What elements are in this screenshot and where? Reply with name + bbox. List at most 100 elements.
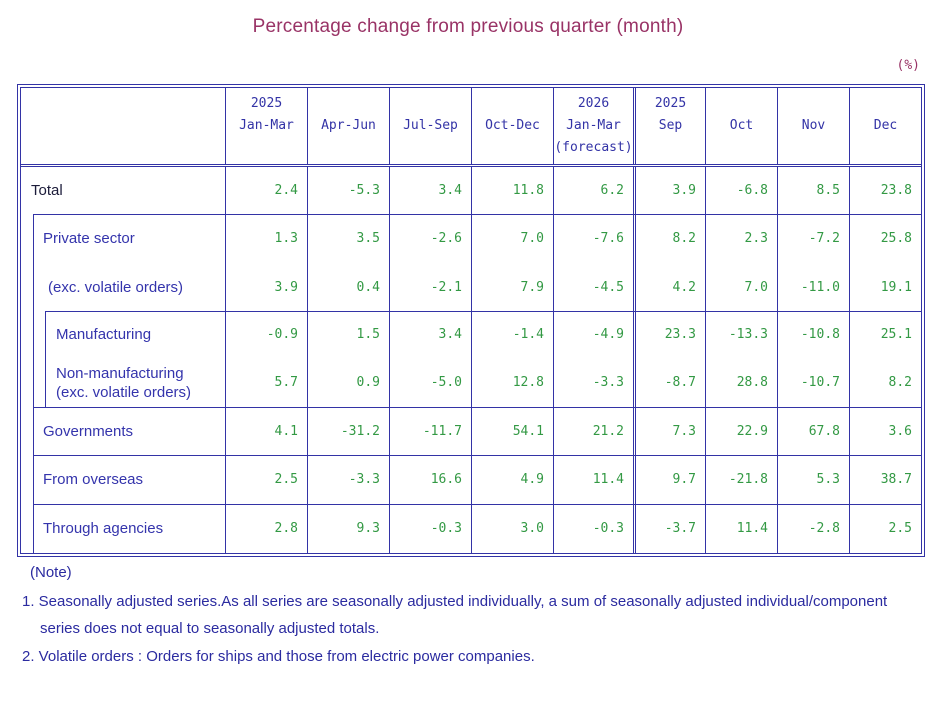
value-cell: -2.1: [389, 263, 471, 311]
value-cell: 8.2: [633, 214, 705, 263]
value-cell: 8.5: [777, 167, 849, 214]
value-cell: 38.7: [849, 455, 921, 504]
value-cell: 25.1: [849, 311, 921, 358]
notes-section: (Note) 1. Seasonally adjusted series.As …: [22, 564, 900, 670]
value-cell: 54.1: [471, 407, 553, 455]
row-label: Manufacturing: [56, 326, 152, 343]
value-cell: 3.5: [307, 214, 389, 263]
value-cell: 28.8: [705, 358, 777, 407]
header-cell-blank: [21, 88, 225, 164]
header-cell-q5-forecast: 2026 Jan-Mar (forecast): [553, 88, 633, 164]
header-period: Apr-Jun: [321, 118, 376, 133]
row-label: From overseas: [43, 471, 144, 488]
value-cell: -6.8: [705, 167, 777, 214]
value-cell: 0.9: [307, 358, 389, 407]
header-cell-q1: 2025 Jan-Mar: [225, 88, 307, 164]
value-cell: 2.4: [225, 167, 307, 214]
header-cell-q4: Oct-Dec: [471, 88, 553, 164]
header-period: Jan-Mar: [239, 118, 294, 133]
notes-heading: (Note): [30, 564, 72, 581]
value-cell: -7.2: [777, 214, 849, 263]
indent-box-line: [45, 311, 46, 407]
value-cell: 2.5: [849, 504, 921, 553]
unit-label: (%): [896, 58, 920, 73]
value-cell: 4.1: [225, 407, 307, 455]
table-body: Total 2.4 -5.3 3.4 11.8 6.2 3.9 -6.8 8.5…: [21, 167, 921, 553]
header-cell-sep: 2025 Sep: [633, 88, 705, 164]
header-period: Nov: [801, 118, 826, 133]
value-cell: 4.9: [471, 455, 553, 504]
value-cell: 25.8: [849, 214, 921, 263]
value-cell: 4.2: [633, 263, 705, 311]
value-cell: 7.9: [471, 263, 553, 311]
value-cell: -1.4: [471, 311, 553, 358]
value-cell: 5.7: [225, 358, 307, 407]
value-cell: -11.0: [777, 263, 849, 311]
header-year: 2025: [250, 96, 283, 111]
value-cell: 67.8: [777, 407, 849, 455]
value-cell: 11.4: [553, 455, 633, 504]
value-cell: 3.9: [225, 263, 307, 311]
value-cell: -4.5: [553, 263, 633, 311]
value-cell: -7.6: [553, 214, 633, 263]
header-cell-q3: Jul-Sep: [389, 88, 471, 164]
value-cell: 3.4: [389, 167, 471, 214]
value-cell: -2.8: [777, 504, 849, 553]
value-cell: 0.4: [307, 263, 389, 311]
value-cell: 9.7: [633, 455, 705, 504]
value-cell: 22.9: [705, 407, 777, 455]
value-cell: 21.2: [553, 407, 633, 455]
value-cell: -11.7: [389, 407, 471, 455]
value-cell: 11.8: [471, 167, 553, 214]
header-cell-oct: Oct: [705, 88, 777, 164]
table-row-private-exc-volatile: (exc. volatile orders) 3.9 0.4 -2.1 7.9 …: [21, 263, 921, 311]
value-cell: 2.5: [225, 455, 307, 504]
header-period: Jan-Mar: [566, 118, 621, 133]
value-cell: 8.2: [849, 358, 921, 407]
table-row-through-agencies: Through agencies 2.8 9.3 -0.3 3.0 -0.3 -…: [21, 504, 921, 553]
value-cell: -4.9: [553, 311, 633, 358]
indent-box-line: [33, 214, 34, 553]
note-item-1: 1. Seasonally adjusted series.As all ser…: [22, 593, 888, 638]
table-row-private-sector: Private sector 1.3 3.5 -2.6 7.0 -7.6 8.2…: [21, 214, 921, 263]
value-cell: -8.7: [633, 358, 705, 407]
value-cell: 5.3: [777, 455, 849, 504]
value-cell: 7.0: [471, 214, 553, 263]
header-period: Jul-Sep: [403, 118, 458, 133]
value-cell: -10.8: [777, 311, 849, 358]
header-period: Dec: [873, 118, 898, 133]
table-row-manufacturing: Manufacturing -0.9 1.5 3.4 -1.4 -4.9 23.…: [21, 311, 921, 358]
value-cell: -21.8: [705, 455, 777, 504]
value-cell: -0.9: [225, 311, 307, 358]
header-year: 2025: [654, 96, 687, 111]
value-cell: 6.2: [553, 167, 633, 214]
value-cell: -5.3: [307, 167, 389, 214]
table-row-from-overseas: From overseas 2.5 -3.3 16.6 4.9 11.4 9.7…: [21, 455, 921, 504]
value-cell: 7.3: [633, 407, 705, 455]
statistics-table: 2025 Jan-Mar Apr-Jun Jul-Sep Oct-Dec 202…: [17, 84, 925, 557]
value-cell: 11.4: [705, 504, 777, 553]
value-cell: 23.3: [633, 311, 705, 358]
row-label: Non-manufacturing (exc. volatile orders): [56, 364, 192, 401]
value-cell: 3.4: [389, 311, 471, 358]
header-period: Sep: [658, 118, 683, 133]
header-cell-q2: Apr-Jun: [307, 88, 389, 164]
value-cell: 19.1: [849, 263, 921, 311]
value-cell: 3.6: [849, 407, 921, 455]
row-label: (exc. volatile orders): [48, 278, 184, 296]
value-cell: 16.6: [389, 455, 471, 504]
table-row-governments: Governments 4.1 -31.2 -11.7 54.1 21.2 7.…: [21, 407, 921, 455]
value-cell: 3.9: [633, 167, 705, 214]
value-cell: 9.3: [307, 504, 389, 553]
value-cell: -3.7: [633, 504, 705, 553]
value-cell: 7.0: [705, 263, 777, 311]
header-cell-nov: Nov: [777, 88, 849, 164]
value-cell: -10.7: [777, 358, 849, 407]
value-cell: 1.5: [307, 311, 389, 358]
value-cell: -3.3: [553, 358, 633, 407]
value-cell: -2.6: [389, 214, 471, 263]
header-period: Oct-Dec: [485, 118, 540, 133]
value-cell: 3.0: [471, 504, 553, 553]
header-cell-dec: Dec: [849, 88, 921, 164]
value-cell: 1.3: [225, 214, 307, 263]
